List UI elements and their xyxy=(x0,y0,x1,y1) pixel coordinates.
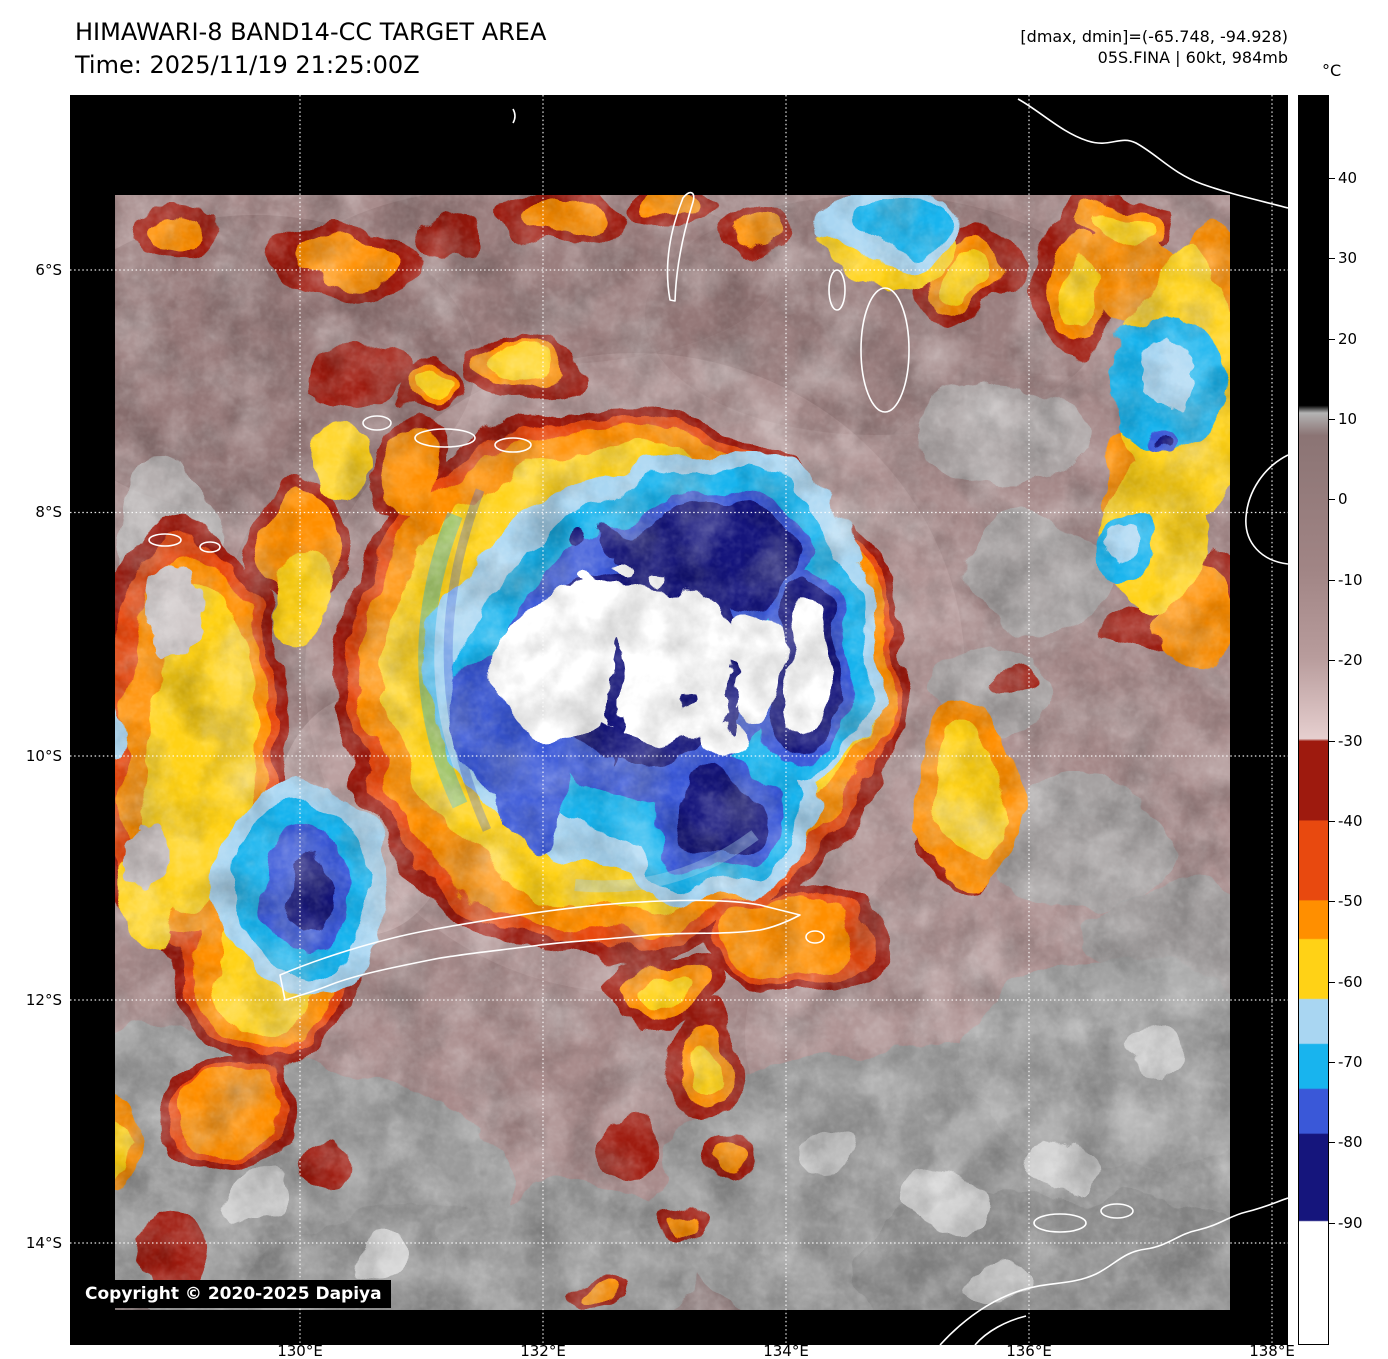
colorbar-tick-label: -30 xyxy=(1338,732,1363,750)
colorbar-tick xyxy=(1329,339,1335,340)
satellite-data-area xyxy=(115,195,1230,1310)
colorbar-tick-label: -40 xyxy=(1338,812,1363,830)
colorbar-tick xyxy=(1329,660,1335,661)
colorbar-tick-label: 40 xyxy=(1338,169,1358,187)
texture-overlay xyxy=(115,195,1230,1310)
colorbar-tick-label: 20 xyxy=(1338,330,1358,348)
storm-info: 05S.FINA | 60kt, 984mb xyxy=(1097,48,1288,67)
colorbar-tick xyxy=(1329,901,1335,902)
colorbar-tick xyxy=(1329,1062,1335,1063)
colorbar-tick xyxy=(1329,741,1335,742)
colorbar-tick xyxy=(1329,1223,1335,1224)
colorbar-tick-label: -70 xyxy=(1338,1053,1363,1071)
info-block: [dmax, dmin]=(-65.748, -94.928) 05S.FINA… xyxy=(1020,26,1288,68)
colorbar-tick-label: 10 xyxy=(1338,410,1358,428)
lon-tick-label: 138°E xyxy=(1249,1342,1295,1359)
colorbar xyxy=(1298,95,1329,1345)
colorbar-tick-label: -90 xyxy=(1338,1214,1363,1232)
lat-tick-label: 8°S xyxy=(35,503,62,521)
colorbar-tick xyxy=(1329,821,1335,822)
graticule xyxy=(70,95,1288,1345)
copyright-badge: Copyright © 2020-2025 Dapiya xyxy=(76,1280,391,1308)
colorbar-tick xyxy=(1329,419,1335,420)
coastlines-margin xyxy=(512,98,1288,1345)
colorbar-tick xyxy=(1329,1142,1335,1143)
colorbar-tick-label: -20 xyxy=(1338,651,1363,669)
lon-tick-label: 130°E xyxy=(277,1342,323,1359)
lat-tick-label: 12°S xyxy=(25,991,62,1009)
colorbar-tick xyxy=(1329,178,1335,179)
colorbar-tick-label: 30 xyxy=(1338,249,1358,267)
colorbar-tick-label: 0 xyxy=(1338,490,1348,508)
plot-time: Time: 2025/11/19 21:25:00Z xyxy=(75,51,420,79)
map-plot: Copyright © 2020-2025 Dapiya xyxy=(70,95,1288,1345)
satellite-image xyxy=(70,95,1288,1345)
colorbar-tick xyxy=(1329,499,1335,500)
lon-tick-label: 132°E xyxy=(520,1342,566,1359)
colorbar-unit-label: °C xyxy=(1322,61,1342,80)
colorbar-tick xyxy=(1329,982,1335,983)
title-block: HIMAWARI-8 BAND14-CC TARGET AREA Time: 2… xyxy=(75,16,546,82)
colorbar-tick-label: -60 xyxy=(1338,973,1363,991)
lon-tick-label: 136°E xyxy=(1006,1342,1052,1359)
colorbar-tick xyxy=(1329,258,1335,259)
lat-tick-label: 14°S xyxy=(25,1234,62,1252)
dmax-dmin-readout: [dmax, dmin]=(-65.748, -94.928) xyxy=(1020,27,1288,46)
lat-tick-label: 6°S xyxy=(35,261,62,279)
colorbar-tick xyxy=(1329,580,1335,581)
plot-title: HIMAWARI-8 BAND14-CC TARGET AREA xyxy=(75,18,547,46)
colorbar-tick-label: -50 xyxy=(1338,892,1363,910)
colorbar-tick-label: -80 xyxy=(1338,1133,1363,1151)
colorbar-tick-label: -10 xyxy=(1338,571,1363,589)
lat-tick-label: 10°S xyxy=(25,747,62,765)
lon-tick-label: 134°E xyxy=(763,1342,809,1359)
